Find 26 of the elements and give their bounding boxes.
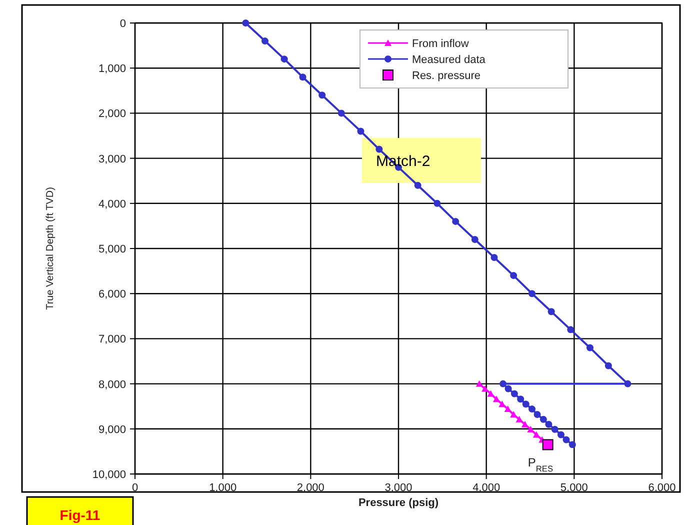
y-tick-label: 8,000 [98, 378, 126, 391]
y-tick-label: 6,000 [98, 288, 126, 301]
x-axis-title: Pressure (psig) [358, 497, 439, 509]
x-tick-label: 2,000 [296, 482, 324, 494]
y-axis-title: True Vertical Depth (ft TVD) [45, 187, 56, 310]
y-tick-label: 3,000 [98, 153, 126, 166]
y-tick-label: 5,000 [98, 244, 126, 256]
y-tick-label: 2,000 [98, 108, 126, 120]
legend-label: Res. pressure [412, 70, 480, 82]
y-tick-label: 9,000 [98, 424, 126, 436]
y-tick-label: 4,000 [98, 198, 126, 210]
text: Fig-11 [60, 507, 100, 523]
y-tick-label: 7,000 [98, 334, 126, 346]
y-tick-label: 10,000 [92, 469, 126, 481]
y-tick-label: 1,000 [98, 63, 126, 76]
x-tick-label: 0 [132, 482, 138, 494]
legend-label: Measured data [412, 54, 486, 66]
legend-label: From inflow [412, 38, 469, 50]
point [542, 439, 554, 450]
x-tick-label: 4,000 [472, 482, 500, 494]
x-tick-label: 3,000 [384, 482, 412, 494]
x-tick-label: 6,000 [648, 482, 676, 494]
y-tick-label: 0 [120, 18, 126, 30]
x-tick-label: 1,000 [209, 482, 237, 494]
annotation: P$_{RES}$ [528, 456, 554, 474]
x-tick-label: 5,000 [560, 482, 588, 494]
